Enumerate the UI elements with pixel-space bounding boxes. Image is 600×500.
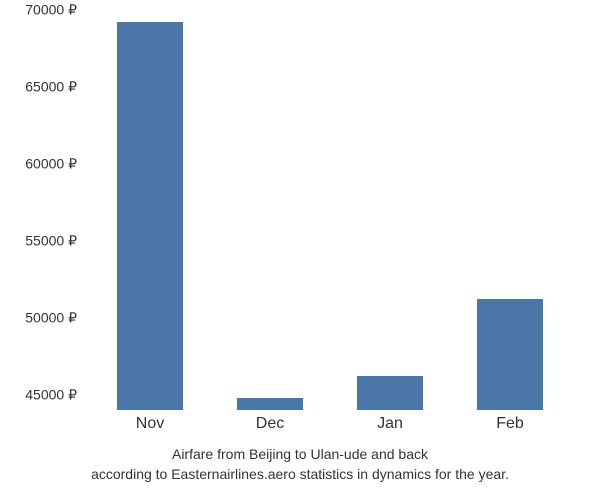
x-tick-label: Nov bbox=[136, 415, 164, 433]
y-tick-label: 60000 ₽ bbox=[25, 155, 77, 172]
chart-caption: Airfare from Beijing to Ulan-ude and bac… bbox=[0, 445, 600, 484]
y-axis: 45000 ₽50000 ₽55000 ₽60000 ₽65000 ₽70000… bbox=[0, 10, 85, 410]
x-tick-label: Jan bbox=[377, 415, 403, 433]
y-tick-label: 50000 ₽ bbox=[25, 309, 77, 326]
bar bbox=[117, 22, 183, 410]
caption-line-1: Airfare from Beijing to Ulan-ude and bac… bbox=[172, 446, 428, 462]
y-tick-label: 70000 ₽ bbox=[25, 2, 77, 19]
caption-line-2: according to Easternairlines.aero statis… bbox=[91, 466, 509, 482]
y-tick-label: 65000 ₽ bbox=[25, 78, 77, 95]
y-tick-label: 55000 ₽ bbox=[25, 232, 77, 249]
bar bbox=[357, 376, 423, 410]
bar bbox=[477, 299, 543, 410]
y-tick-label: 45000 ₽ bbox=[25, 386, 77, 403]
bars-container bbox=[90, 10, 570, 410]
x-tick-label: Feb bbox=[496, 415, 524, 433]
chart-plot-area bbox=[90, 10, 570, 410]
bar bbox=[237, 398, 303, 410]
x-axis-labels: Nov Dec Jan Feb bbox=[90, 415, 570, 440]
x-tick-label: Dec bbox=[256, 415, 284, 433]
